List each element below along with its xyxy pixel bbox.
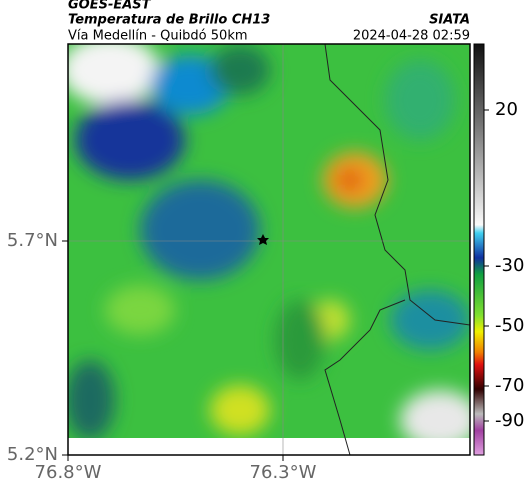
lon-label: 76.3°W [250, 462, 317, 483]
colorbar-label: -90 [495, 410, 524, 431]
lat-label: 5.7°N [7, 230, 58, 251]
colorbar-label: -30 [495, 255, 524, 276]
colorbar-label: 20 [495, 99, 518, 120]
organization: SIATA [429, 13, 470, 28]
map-frame [67, 43, 471, 456]
source: GOES-EAST [68, 0, 152, 13]
map-image [68, 44, 470, 455]
colorbar-label: -50 [495, 315, 524, 336]
lat-label: 5.2°N [7, 444, 58, 465]
colorbar-label: -70 [495, 375, 524, 396]
subtitle: Vía Medellín - Quibdó 50km [68, 29, 248, 44]
title: Temperatura de Brillo CH13 [68, 13, 270, 28]
datetime: 2024-04-28 02:59 [353, 29, 470, 44]
colorbar [473, 43, 485, 456]
lon-label: 76.8°W [35, 462, 102, 483]
